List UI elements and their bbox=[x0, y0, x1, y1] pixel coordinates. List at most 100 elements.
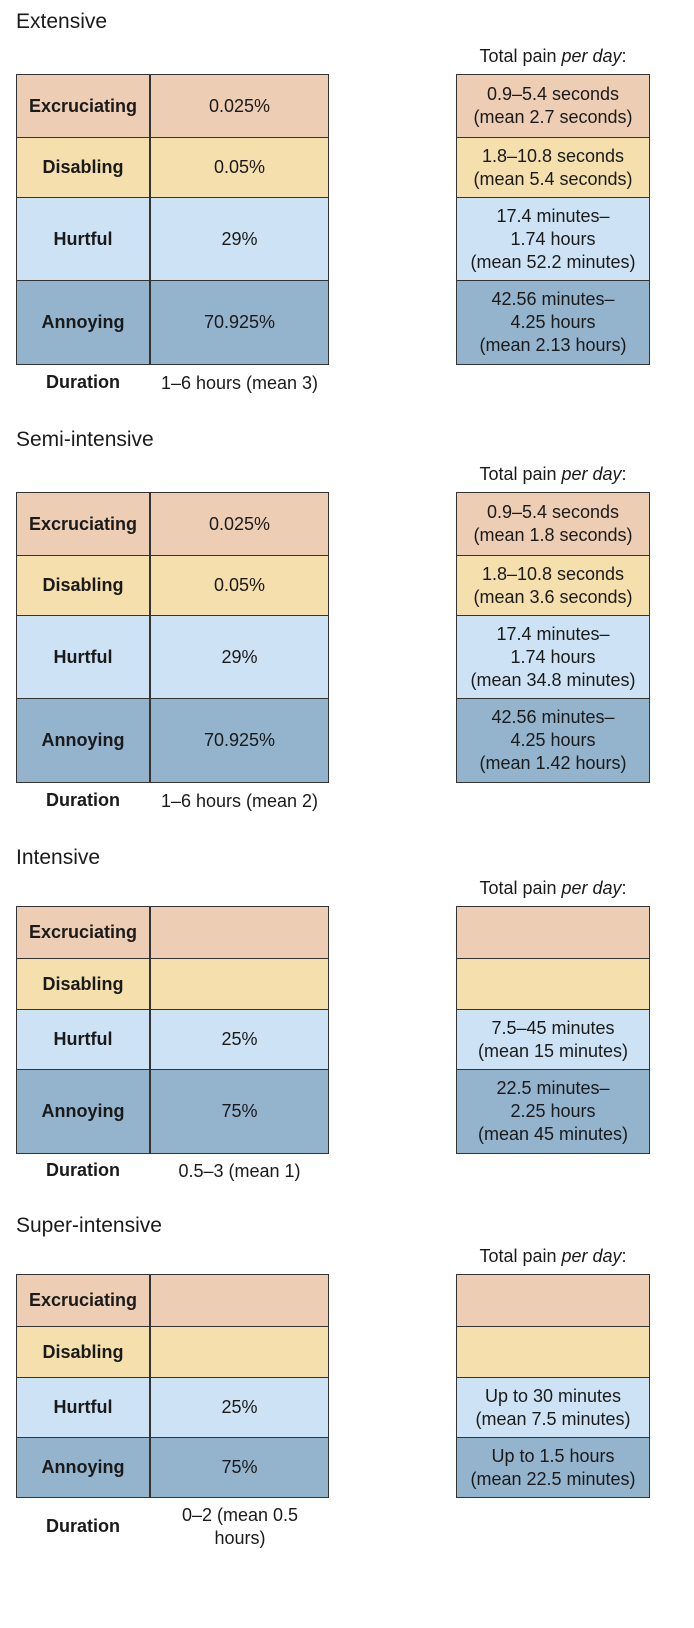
value-disabling bbox=[151, 1327, 328, 1377]
intensity-table: Excruciating Disabling Hurtful 25% Annoying 7… bbox=[16, 1274, 329, 1498]
pain-header-suffix: : bbox=[621, 46, 627, 66]
row-annoying: Annoying 70.925% bbox=[17, 698, 328, 782]
pain-line: (mean 45 minutes) bbox=[477, 1124, 629, 1144]
duration-value: 1–6 hours (mean 2) bbox=[160, 791, 319, 811]
pain-line: 4.25 hours bbox=[510, 312, 596, 332]
pain-header-emphasis: per day bbox=[561, 878, 622, 898]
pain-line: 22.5 minutes– bbox=[496, 1078, 610, 1098]
pain-disabling: 1.8–10.8 seconds (mean 5.4 seconds) bbox=[457, 137, 649, 197]
row-hurtful: Hurtful 29% bbox=[17, 615, 328, 698]
pain-excruciating: 0.9–5.4 seconds (mean 2.7 seconds) bbox=[457, 75, 649, 137]
pain-line: (mean 22.5 minutes) bbox=[470, 1468, 636, 1489]
pain-annoying: Up to 1.5 hours (mean 22.5 minutes) bbox=[457, 1437, 649, 1497]
pain-header-suffix: : bbox=[621, 878, 627, 898]
pain-text-hurtful: 17.4 minutes– 1.74 hours (mean 34.8 minute… bbox=[470, 623, 635, 692]
section-intensive: Intensive Total pain per day: Excruciating… bbox=[0, 836, 694, 1254]
pain-line: (mean 2.7 seconds) bbox=[473, 107, 633, 127]
pain-header-emphasis: per day bbox=[561, 1246, 622, 1266]
pain-line: (mean 34.8 minutes) bbox=[470, 669, 636, 690]
row-hurtful: Hurtful 25% bbox=[17, 1377, 328, 1437]
row-hurtful: Hurtful 25% bbox=[17, 1009, 328, 1069]
value-annoying: 70.925% bbox=[203, 730, 276, 750]
label-disabling: Disabling bbox=[17, 959, 151, 1009]
value-disabling bbox=[151, 959, 328, 1009]
pain-disabling bbox=[457, 1326, 649, 1377]
value-annoying: 70.925% bbox=[203, 312, 276, 332]
pain-line: (mean 2.13 hours) bbox=[479, 335, 627, 355]
pain-line: 7.5–45 minutes bbox=[491, 1017, 615, 1038]
label-annoying: Annoying bbox=[17, 699, 151, 782]
pain-header-prefix: Total pain bbox=[479, 1246, 562, 1266]
pain-header-prefix: Total pain bbox=[479, 464, 562, 484]
pain-line: 17.4 minutes– bbox=[496, 623, 610, 644]
value-hurtful: 25% bbox=[221, 1029, 258, 1049]
pain-hurtful: 7.5–45 minutes (mean 15 minutes) bbox=[457, 1009, 649, 1069]
pain-line: 4.25 hours bbox=[510, 730, 596, 750]
row-annoying: Annoying 75% bbox=[17, 1069, 328, 1153]
pain-text-disabling: 1.8–10.8 seconds (mean 5.4 seconds) bbox=[473, 145, 632, 191]
duration-label: Duration bbox=[46, 372, 120, 392]
pain-excruciating bbox=[457, 1275, 649, 1326]
pain-text-annoying: 22.5 minutes– 2.25 hours (mean 45 minutes) bbox=[478, 1077, 628, 1146]
duration-value: 0.5–3 (mean 1) bbox=[178, 1161, 301, 1181]
pain-per-day-header: Total pain per day: bbox=[456, 46, 650, 67]
pain-text-hurtful: 7.5–45 minutes (mean 15 minutes) bbox=[478, 1017, 628, 1063]
intensity-table: Excruciating 0.025% Disabling 0.05% Hurtful 2… bbox=[16, 492, 329, 783]
pain-header-suffix: : bbox=[621, 464, 627, 484]
value-excruciating bbox=[151, 907, 328, 958]
pain-per-day-table: 7.5–45 minutes (mean 15 minutes) 22.5 minu… bbox=[456, 906, 650, 1154]
row-excruciating: Excruciating 0.025% bbox=[17, 75, 328, 137]
row-disabling: Disabling bbox=[17, 1326, 328, 1377]
pain-disabling bbox=[457, 958, 649, 1009]
label-hurtful: Hurtful bbox=[17, 1378, 151, 1437]
label-disabling: Disabling bbox=[17, 1327, 151, 1377]
row-excruciating: Excruciating 0.025% bbox=[17, 493, 328, 555]
pain-text-annoying: 42.56 minutes– 4.25 hours (mean 1.42 hours… bbox=[479, 706, 626, 775]
label-annoying: Annoying bbox=[17, 1070, 151, 1153]
row-annoying: Annoying 70.925% bbox=[17, 280, 328, 364]
pain-annoying: 22.5 minutes– 2.25 hours (mean 45 minutes) bbox=[457, 1069, 649, 1153]
pain-line: 0.9–5.4 seconds bbox=[486, 84, 620, 104]
pain-text-annoying: Up to 1.5 hours (mean 22.5 minutes) bbox=[470, 1445, 635, 1491]
pain-line: (mean 1.8 seconds) bbox=[473, 525, 633, 545]
label-excruciating: Excruciating bbox=[17, 1275, 151, 1326]
label-hurtful: Hurtful bbox=[17, 616, 151, 698]
pain-per-day-header: Total pain per day: bbox=[456, 464, 650, 485]
value-disabling: 0.05% bbox=[213, 157, 266, 177]
duration-label: Duration bbox=[46, 1516, 120, 1536]
pain-text-disabling: 1.8–10.8 seconds (mean 3.6 seconds) bbox=[473, 563, 632, 609]
section-title: Super-intensive bbox=[16, 1214, 162, 1237]
pain-line: 1.8–10.8 seconds bbox=[481, 145, 625, 166]
pain-line: (mean 7.5 minutes) bbox=[475, 1408, 631, 1429]
value-annoying: 75% bbox=[221, 1101, 258, 1121]
label-excruciating: Excruciating bbox=[17, 907, 151, 958]
pain-line: 1.8–10.8 seconds bbox=[481, 563, 625, 584]
pain-line: 0.9–5.4 seconds bbox=[486, 502, 620, 522]
value-annoying: 75% bbox=[221, 1457, 258, 1477]
section-title: Semi-intensive bbox=[16, 428, 154, 451]
pain-hurtful: Up to 30 minutes (mean 7.5 minutes) bbox=[457, 1377, 649, 1437]
pain-text-excruciating: 0.9–5.4 seconds (mean 2.7 seconds) bbox=[473, 83, 632, 129]
label-hurtful: Hurtful bbox=[17, 198, 151, 280]
row-disabling: Disabling 0.05% bbox=[17, 555, 328, 615]
pain-line: 42.56 minutes– bbox=[491, 289, 615, 309]
row-excruciating: Excruciating bbox=[17, 1275, 328, 1326]
label-excruciating: Excruciating bbox=[17, 493, 151, 555]
pain-hurtful: 17.4 minutes– 1.74 hours (mean 34.8 minute… bbox=[457, 615, 649, 698]
pain-header-prefix: Total pain bbox=[479, 46, 562, 66]
row-hurtful: Hurtful 29% bbox=[17, 197, 328, 280]
label-disabling: Disabling bbox=[17, 556, 151, 615]
label-disabling: Disabling bbox=[17, 138, 151, 197]
label-excruciating: Excruciating bbox=[17, 75, 151, 137]
label-hurtful: Hurtful bbox=[17, 1010, 151, 1069]
label-annoying: Annoying bbox=[17, 281, 151, 364]
section-extensive: Extensive Total pain per day: Excruciating… bbox=[0, 0, 694, 418]
pain-line: Up to 1.5 hours bbox=[491, 1445, 615, 1466]
duration-label: Duration bbox=[46, 790, 120, 810]
value-hurtful: 25% bbox=[221, 1397, 258, 1417]
pain-text-annoying: 42.56 minutes– 4.25 hours (mean 2.13 hours… bbox=[479, 288, 626, 357]
duration-label: Duration bbox=[46, 1160, 120, 1180]
pain-annoying: 42.56 minutes– 4.25 hours (mean 2.13 hours… bbox=[457, 280, 649, 364]
pain-per-day-header: Total pain per day: bbox=[456, 878, 650, 899]
pain-excruciating: 0.9–5.4 seconds (mean 1.8 seconds) bbox=[457, 493, 649, 555]
